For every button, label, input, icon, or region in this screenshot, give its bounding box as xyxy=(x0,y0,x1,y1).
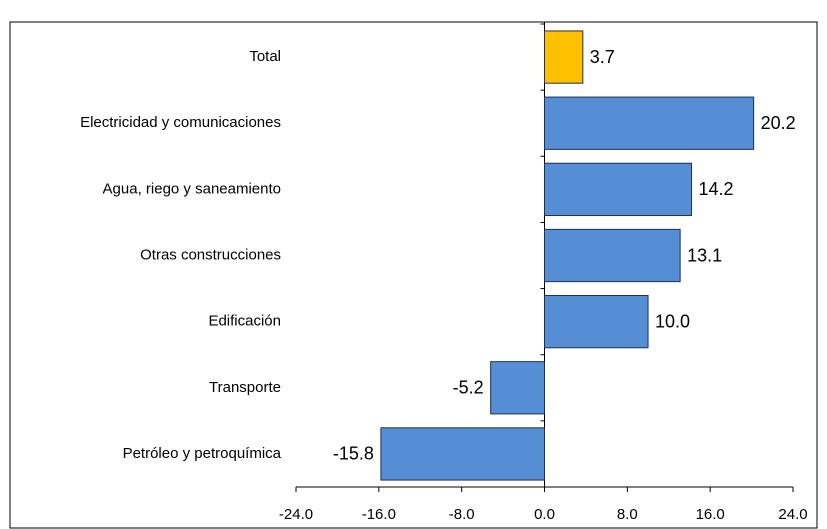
category-label: Electricidad y comunicaciones xyxy=(80,114,281,131)
value-label: 20.2 xyxy=(761,113,796,133)
category-label: Petróleo y petroquímica xyxy=(123,445,282,462)
category-label: Total xyxy=(249,48,281,65)
category-label: Edificación xyxy=(208,313,281,330)
category-label: Otras construcciones xyxy=(140,246,281,263)
bar xyxy=(544,96,755,150)
bar xyxy=(544,228,681,283)
category-label: Agua, riego y saneamiento xyxy=(103,180,281,197)
bar xyxy=(490,361,545,415)
value-label: -5.2 xyxy=(453,378,484,398)
x-tick-label: -24.0 xyxy=(279,506,313,523)
bar xyxy=(544,30,584,84)
x-tick-label: 24.0 xyxy=(778,506,807,523)
x-tick-label: 16.0 xyxy=(696,506,725,523)
bar xyxy=(544,295,649,349)
value-label: 10.0 xyxy=(655,311,690,331)
x-tick-label: 8.0 xyxy=(617,506,638,523)
x-tick-label: -16.0 xyxy=(362,506,396,523)
x-tick-label: -8.0 xyxy=(449,506,475,523)
bar xyxy=(544,162,693,216)
value-label: 3.7 xyxy=(590,47,615,67)
value-label: -15.8 xyxy=(333,444,374,464)
category-label: Transporte xyxy=(209,379,281,396)
x-tick-label: 0.0 xyxy=(534,506,555,523)
value-label: 14.2 xyxy=(699,179,734,199)
bar xyxy=(380,427,546,481)
value-label: 13.1 xyxy=(687,245,722,265)
chart-frame xyxy=(9,21,818,529)
